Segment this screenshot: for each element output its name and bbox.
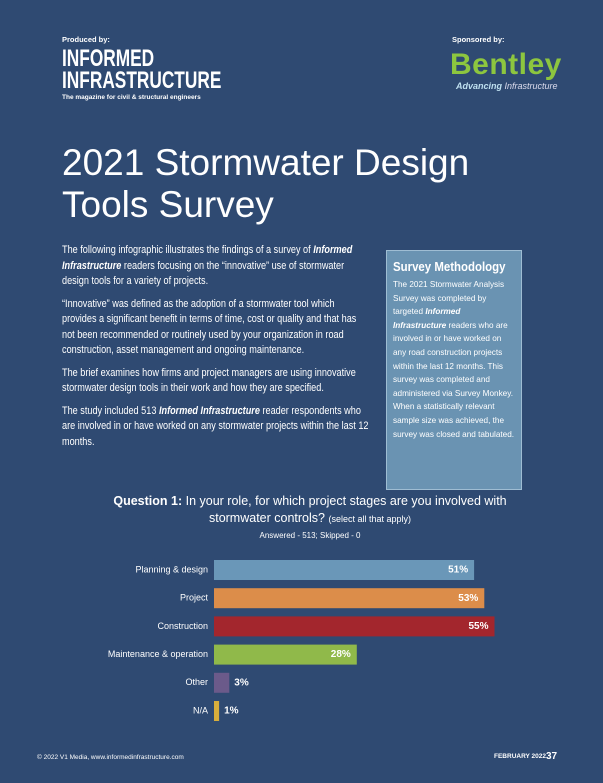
value-label: 28% xyxy=(331,649,351,660)
value-label: 1% xyxy=(224,706,239,717)
value-label: 55% xyxy=(468,621,488,632)
page-number: 37 xyxy=(546,751,558,762)
bar xyxy=(214,616,495,637)
sponsor-tagline-1: Advancing xyxy=(456,81,503,91)
sponsor-logo: Bentley xyxy=(450,48,562,81)
sponsor-tagline: Advancing Infrastructure xyxy=(456,81,558,91)
methodology-box: Survey Methodology The 2021 Stormwater A… xyxy=(386,250,522,490)
intro-paragraph: “Innovative” was defined as the adoption… xyxy=(62,297,371,359)
emphasis: Informed Infrastructure xyxy=(393,307,461,330)
text-run: The 2021 Stormwater Analysis Survey was … xyxy=(393,280,505,317)
chart: Planning & design 51% Project 53% Constructi… xyxy=(108,560,495,721)
publisher-tagline: The magazine for civil & structural engi… xyxy=(62,94,201,101)
value-label: 3% xyxy=(234,677,249,688)
intro: The following infographic illustrates th… xyxy=(62,243,371,457)
publisher-line: INFRASTRUCTURE xyxy=(62,67,222,94)
category-label: Other xyxy=(185,677,208,687)
value-label: 51% xyxy=(448,565,468,576)
methodology-title: Survey Methodology xyxy=(393,259,506,274)
text-run: The following infographic illustrates th… xyxy=(62,244,314,256)
text-run: “Innovative” was defined as the adoption… xyxy=(62,297,357,357)
emphasis: Informed Infrastructure xyxy=(158,404,260,417)
emphasis: Informed Infrastructure xyxy=(62,244,353,272)
sponsor-tagline-2: Infrastructure xyxy=(504,81,558,91)
intro-paragraph: The study included 513 Informed Infrastr… xyxy=(62,404,371,451)
text-run: readers focusing on the “innovative” use… xyxy=(62,259,345,288)
category-label: Project xyxy=(180,593,209,603)
methodology-body: The 2021 Stormwater Analysis Survey was … xyxy=(393,278,515,441)
bar xyxy=(214,644,357,665)
title: 2021 Stormwater Design Tools Survey xyxy=(62,142,469,226)
title-line: Tools Survey xyxy=(62,184,274,225)
category-label: Construction xyxy=(157,621,208,631)
intro-paragraph: The following infographic illustrates th… xyxy=(62,243,371,290)
question-text: In your role, for which project stages a… xyxy=(185,494,507,525)
category-label: Maintenance & operation xyxy=(108,649,208,659)
question-subtitle: Answered - 513; Skipped - 0 xyxy=(259,531,361,540)
copyright: © 2022 V1 Media, www.informedinfrastruct… xyxy=(37,754,184,761)
text-run: readers who are involved in or have work… xyxy=(393,320,515,439)
bar xyxy=(214,672,230,693)
category-label: Planning & design xyxy=(135,564,208,574)
value-label: 53% xyxy=(458,593,478,604)
publisher-line: INFORMED xyxy=(62,45,155,72)
question: Question 1: In your role, for which proj… xyxy=(100,493,520,542)
text-run: The study included 513 xyxy=(62,404,159,417)
title-line: 2021 Stormwater Design xyxy=(62,142,470,183)
text-run: The brief examines how firms and project… xyxy=(62,366,356,395)
bar xyxy=(214,588,485,609)
bar xyxy=(214,560,475,580)
sponsored-by: Sponsored by: xyxy=(452,35,505,44)
bar xyxy=(214,701,220,721)
category-label: N/A xyxy=(193,705,208,715)
text-run: reader respondents who are involved in o… xyxy=(62,404,369,448)
intro-paragraph: The brief examines how firms and project… xyxy=(62,366,371,397)
question-label: Question 1: xyxy=(113,494,183,508)
issue: FEBRUARY 2022 xyxy=(494,753,547,760)
produced-by: Produced by: xyxy=(62,35,110,44)
question-note: (select all that apply) xyxy=(328,514,412,524)
